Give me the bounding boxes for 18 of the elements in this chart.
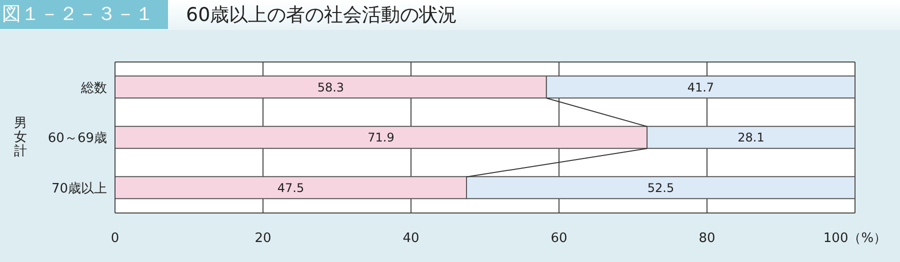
y-axis-title: 男女計 — [14, 116, 28, 159]
data-label: 58.3 — [317, 80, 344, 94]
y-tick-label: 総数 — [80, 80, 107, 96]
data-label: 71.9 — [368, 130, 394, 145]
chart-title: 60歳以上の者の社会活動の状況 — [186, 3, 458, 28]
x-tick-label: 80 — [698, 231, 716, 246]
x-tick-label: 60 — [550, 231, 568, 246]
y-tick-label: 70歳以上 — [51, 181, 107, 196]
data-label: 47.5 — [277, 180, 304, 195]
x-tick-label: 100（%） — [823, 231, 887, 246]
x-tick-label: 0 — [110, 231, 120, 246]
data-label: 41.7 — [687, 80, 714, 94]
data-label: 52.5 — [647, 180, 674, 195]
data-label: 28.1 — [738, 130, 764, 145]
y-tick-label: 60～69歳 — [48, 131, 107, 146]
caption: 図１－２－３－１ — [0, 0, 168, 29]
x-tick-label: 40 — [402, 231, 420, 246]
x-tick-label: 20 — [254, 231, 272, 246]
